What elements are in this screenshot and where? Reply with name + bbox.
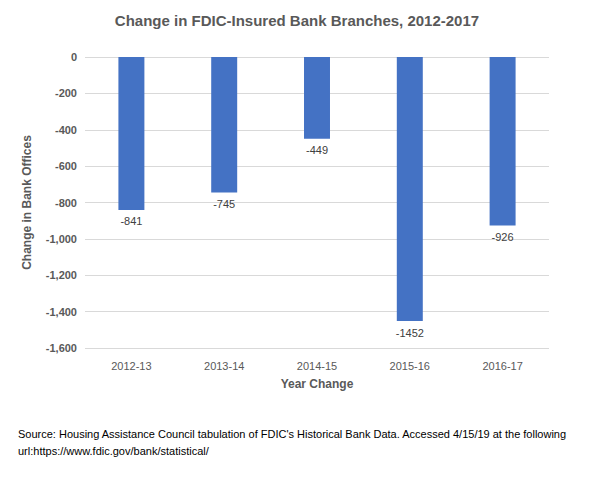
svg-text:-1,200: -1,200 — [46, 269, 77, 281]
svg-text:-745: -745 — [213, 198, 235, 210]
svg-text:-841: -841 — [120, 215, 142, 227]
svg-text:Change in Bank Offices: Change in Bank Offices — [20, 135, 34, 270]
svg-text:2013-14: 2013-14 — [204, 360, 244, 372]
svg-text:-449: -449 — [306, 144, 328, 156]
svg-text:-1,400: -1,400 — [46, 306, 77, 318]
svg-text:Year Change: Year Change — [281, 377, 354, 391]
svg-text:2014-15: 2014-15 — [297, 360, 337, 372]
svg-text:-200: -200 — [55, 87, 77, 99]
svg-text:-800: -800 — [55, 197, 77, 209]
svg-text:-400: -400 — [55, 124, 77, 136]
svg-text:Change in FDIC-Insured Bank Br: Change in FDIC-Insured Bank Branches, 20… — [115, 12, 479, 29]
svg-text:2016-17: 2016-17 — [482, 360, 522, 372]
svg-text:-926: -926 — [492, 231, 514, 243]
svg-text:0: 0 — [71, 51, 77, 63]
svg-text:-1452: -1452 — [396, 327, 424, 339]
svg-text:2012-13: 2012-13 — [111, 360, 151, 372]
svg-text:-600: -600 — [55, 160, 77, 172]
svg-text:2015-16: 2015-16 — [390, 360, 430, 372]
html-text:Source: Housing Assistance Cou: Source: Housing Assistance Council tabul… — [18, 428, 567, 457]
svg-text:-1,000: -1,000 — [46, 233, 77, 245]
svg-text:-1,600: -1,600 — [46, 342, 77, 354]
